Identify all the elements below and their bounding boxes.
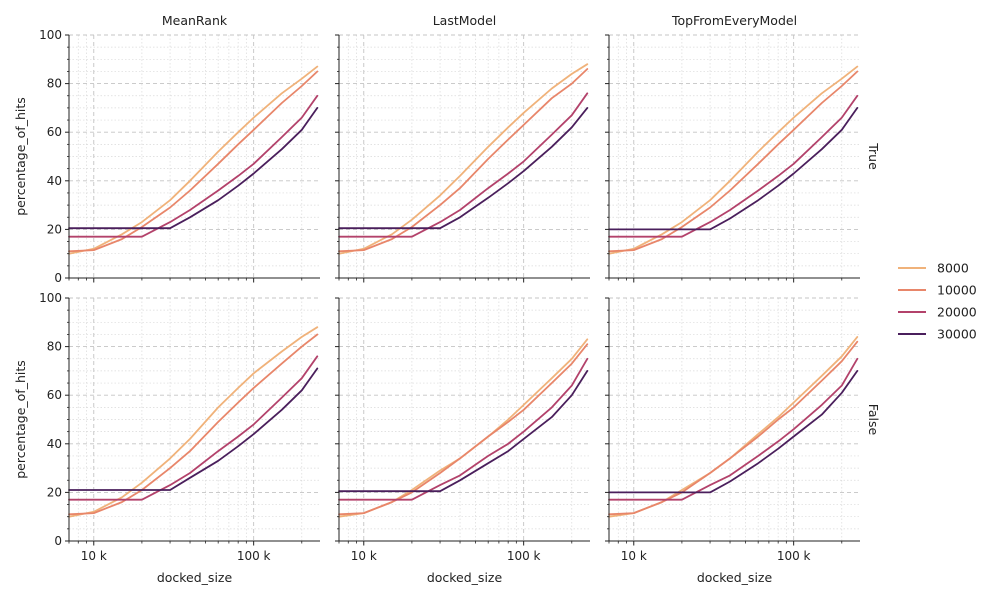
panel-grid	[338, 297, 590, 542]
panel-grid	[338, 34, 590, 279]
x-axis-label: docked_size	[157, 570, 233, 585]
y-tick-label: 60	[47, 125, 62, 139]
x-tick-label: 10 k	[81, 549, 107, 563]
panel-meanrank-false: 0 20 40 60 80 100 10 k 100 k percentage_of_hitsd…	[13, 291, 320, 585]
series-line-10000	[338, 343, 589, 516]
legend-item-10000: 10000	[898, 283, 977, 298]
x-tick-label: 10 k	[351, 549, 377, 563]
panel-lastmodel-false: 10 k 100 k docked_size	[335, 297, 590, 585]
series-line-8000	[68, 326, 319, 518]
panel-grid	[68, 34, 320, 279]
y-tick-label: 100	[39, 291, 62, 305]
series-line-20000	[608, 357, 859, 501]
panels-layer: 0 20 40 60 80 100 MeanRank percentage_of_hits La…	[13, 13, 881, 585]
series-line-8000	[338, 338, 589, 518]
y-tick-label: 100	[39, 28, 62, 42]
panel-grid	[68, 297, 320, 542]
series-line-8000	[338, 63, 589, 255]
series-line-30000	[608, 107, 859, 231]
series-line-10000	[68, 70, 319, 253]
legend-label: 20000	[937, 305, 977, 320]
series-line-10000	[608, 340, 859, 516]
series-line-10000	[338, 68, 589, 253]
y-axis-label: percentage_of_hits	[13, 360, 28, 479]
series-line-8000	[68, 65, 319, 255]
series-line-30000	[68, 107, 319, 230]
series-line-10000	[68, 333, 319, 516]
y-tick-label: 40	[47, 174, 62, 188]
y-tick-label: 0	[54, 534, 62, 548]
column-title: MeanRank	[162, 13, 228, 28]
series-line-20000	[68, 94, 319, 238]
legend-label: 8000	[937, 261, 969, 276]
y-tick-label: 20	[47, 485, 62, 499]
legend-label: 30000	[937, 327, 977, 342]
series-line-30000	[608, 369, 859, 494]
x-tick-label: 10 k	[621, 549, 647, 563]
row-title: False	[866, 404, 881, 436]
y-tick-label: 40	[47, 437, 62, 451]
series-line-30000	[68, 367, 319, 491]
panel-grid	[608, 297, 860, 542]
series-line-20000	[338, 92, 589, 238]
x-tick-label: 100 k	[237, 549, 271, 563]
panel-topfromeverymodel-false: 10 k 100 k False docked_size	[605, 297, 881, 585]
series-line-8000	[608, 65, 859, 255]
legend-item-8000: 8000	[898, 261, 969, 276]
column-title: TopFromEveryModel	[671, 13, 797, 28]
series-line-20000	[338, 357, 589, 501]
legend-item-20000: 20000	[898, 305, 977, 320]
x-tick-label: 100 k	[507, 549, 541, 563]
x-axis-label: docked_size	[427, 570, 503, 585]
series-line-8000	[608, 335, 859, 518]
legend: 8000 10000 20000 30000	[898, 261, 977, 342]
panel-meanrank-true: 0 20 40 60 80 100 MeanRank percentage_of_hits	[13, 13, 320, 285]
row-title: True	[866, 142, 881, 170]
series-line-10000	[608, 70, 859, 253]
legend-item-30000: 30000	[898, 327, 977, 342]
panel-lastmodel-true: LastModel	[335, 13, 590, 283]
series-line-30000	[338, 107, 589, 230]
y-tick-label: 0	[54, 271, 62, 285]
y-tick-label: 20	[47, 222, 62, 236]
y-axis-label: percentage_of_hits	[13, 97, 28, 216]
panel-grid	[608, 34, 860, 279]
legend-label: 10000	[937, 283, 977, 298]
series-line-30000	[338, 369, 589, 493]
y-tick-label: 60	[47, 388, 62, 402]
x-axis-label: docked_size	[697, 570, 773, 585]
y-tick-label: 80	[47, 77, 62, 91]
panel-topfromeverymodel-true: TopFromEveryModel True	[605, 13, 881, 283]
series-line-20000	[608, 94, 859, 238]
x-tick-label: 100 k	[777, 549, 811, 563]
y-tick-label: 80	[47, 340, 62, 354]
series-line-20000	[68, 355, 319, 501]
column-title: LastModel	[433, 13, 497, 28]
